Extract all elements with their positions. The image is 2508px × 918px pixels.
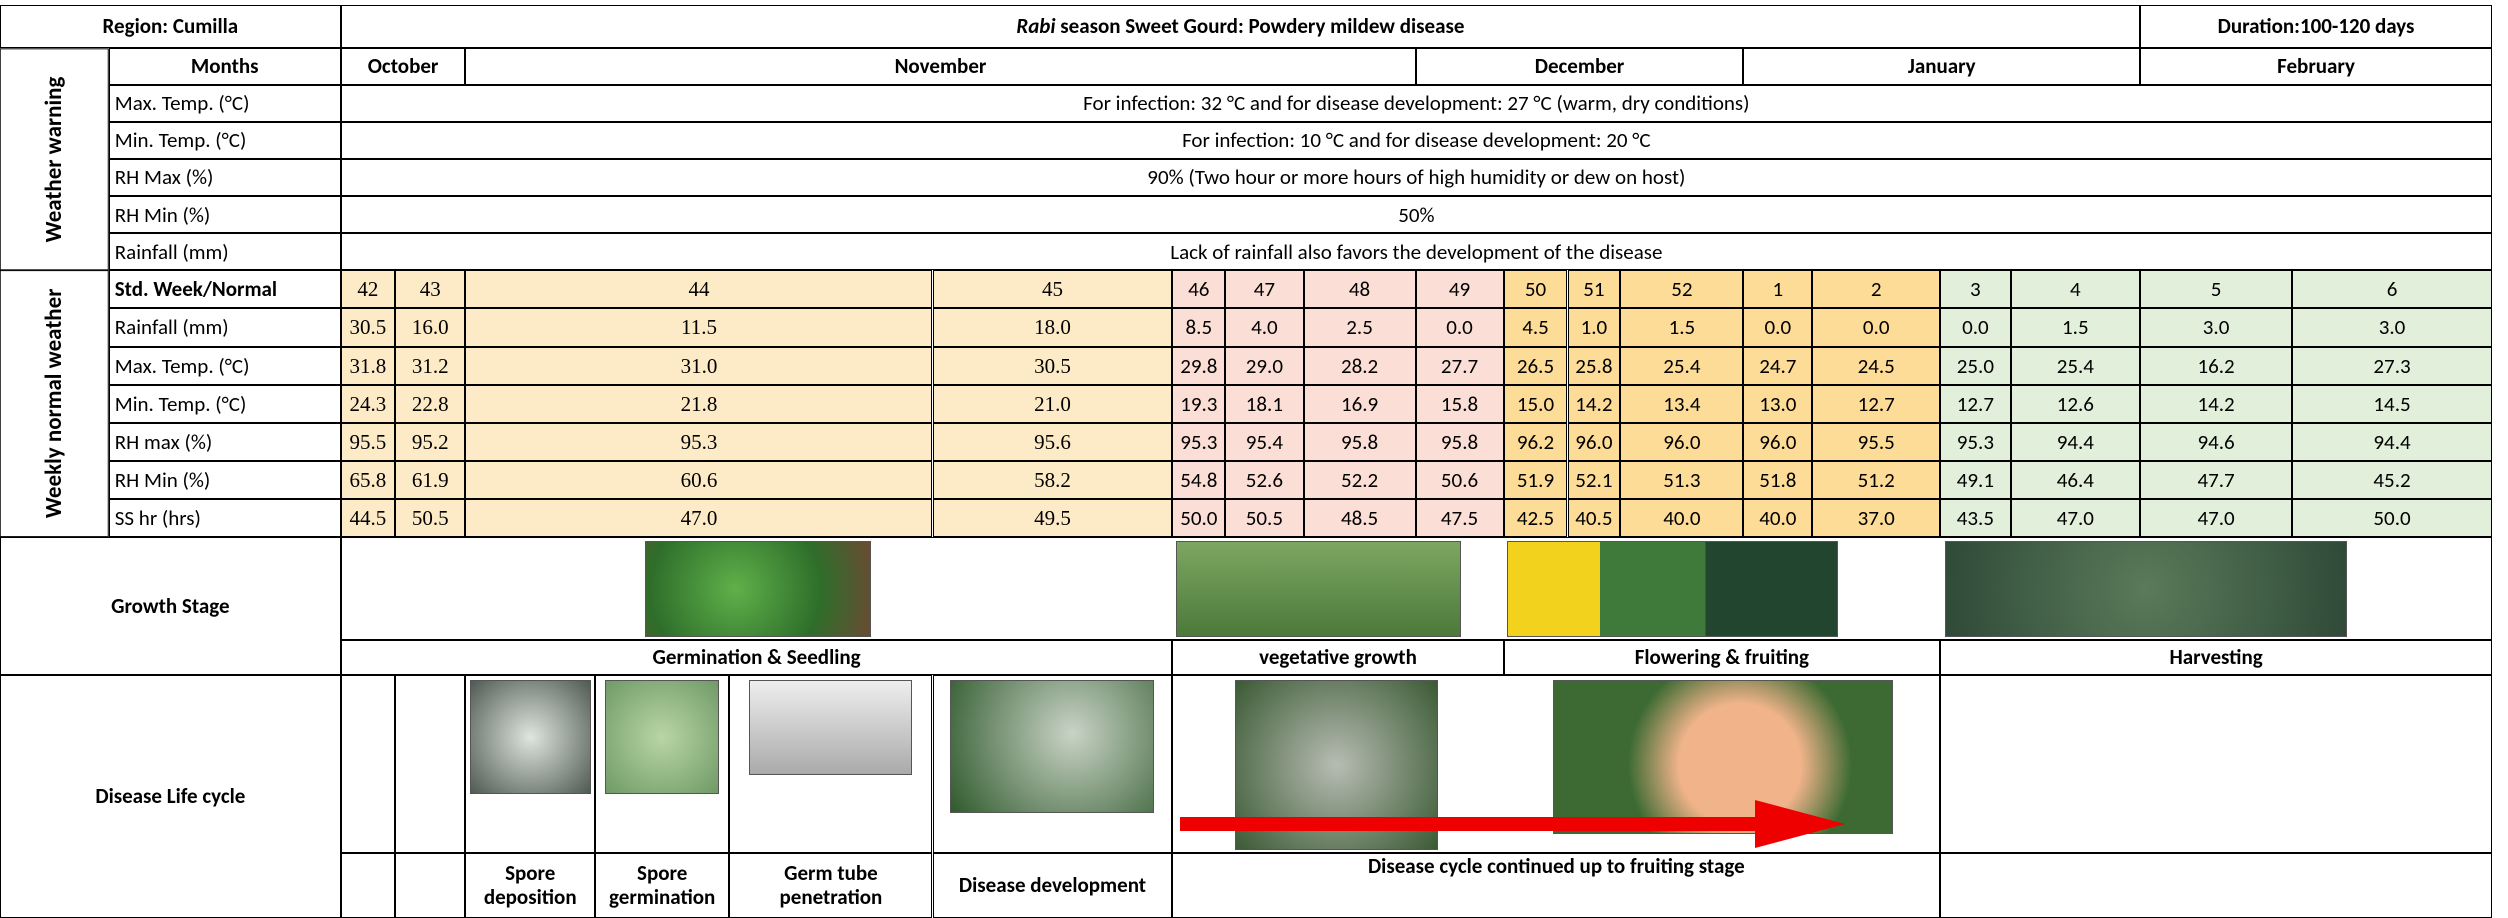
arrow-head <box>1755 800 1845 848</box>
arrow-layer <box>0 0 2508 918</box>
page: Region: CumillaRabi season Sweet Gourd: … <box>0 0 2508 918</box>
